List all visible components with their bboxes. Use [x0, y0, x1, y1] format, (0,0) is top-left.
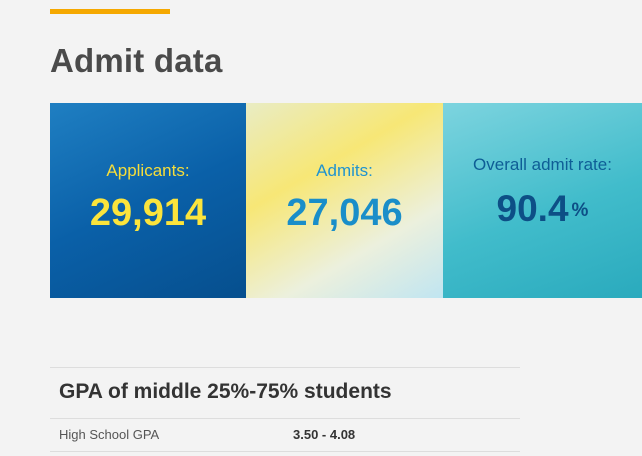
gpa-row-label: High School GPA: [59, 427, 160, 442]
admits-label: Admits:: [316, 160, 373, 180]
admit-rate-label: Overall admit rate:: [473, 154, 612, 174]
gpa-table-heading: GPA of middle 25%-75% students: [50, 368, 520, 419]
admit-rate-number: 90.4: [496, 187, 569, 229]
admits-value: 27,046: [286, 191, 403, 234]
applicants-stat-panel: Applicants: 29,914: [50, 103, 246, 298]
percent-sign: %: [571, 199, 589, 221]
divider: [50, 367, 520, 368]
gpa-table: GPA of middle 25%-75% students High Scho…: [50, 367, 520, 452]
section-title: Admit data: [50, 42, 223, 79]
admits-stat-panel: Admits: 27,046: [246, 103, 443, 298]
accent-bar: [50, 9, 170, 14]
admit-rate-stat-panel: Overall admit rate: 90.4%: [443, 103, 642, 298]
table-row: High School GPA 3.50 - 4.08: [50, 419, 520, 452]
admit-stats-panels: Applicants: 29,914 Admits: 27,046 Overal…: [50, 103, 642, 298]
applicants-label: Applicants:: [106, 160, 190, 180]
admit-rate-value: 90.4%: [497, 186, 589, 232]
applicants-value: 29,914: [89, 191, 207, 234]
gpa-row-value: 3.50 - 4.08: [293, 427, 356, 442]
